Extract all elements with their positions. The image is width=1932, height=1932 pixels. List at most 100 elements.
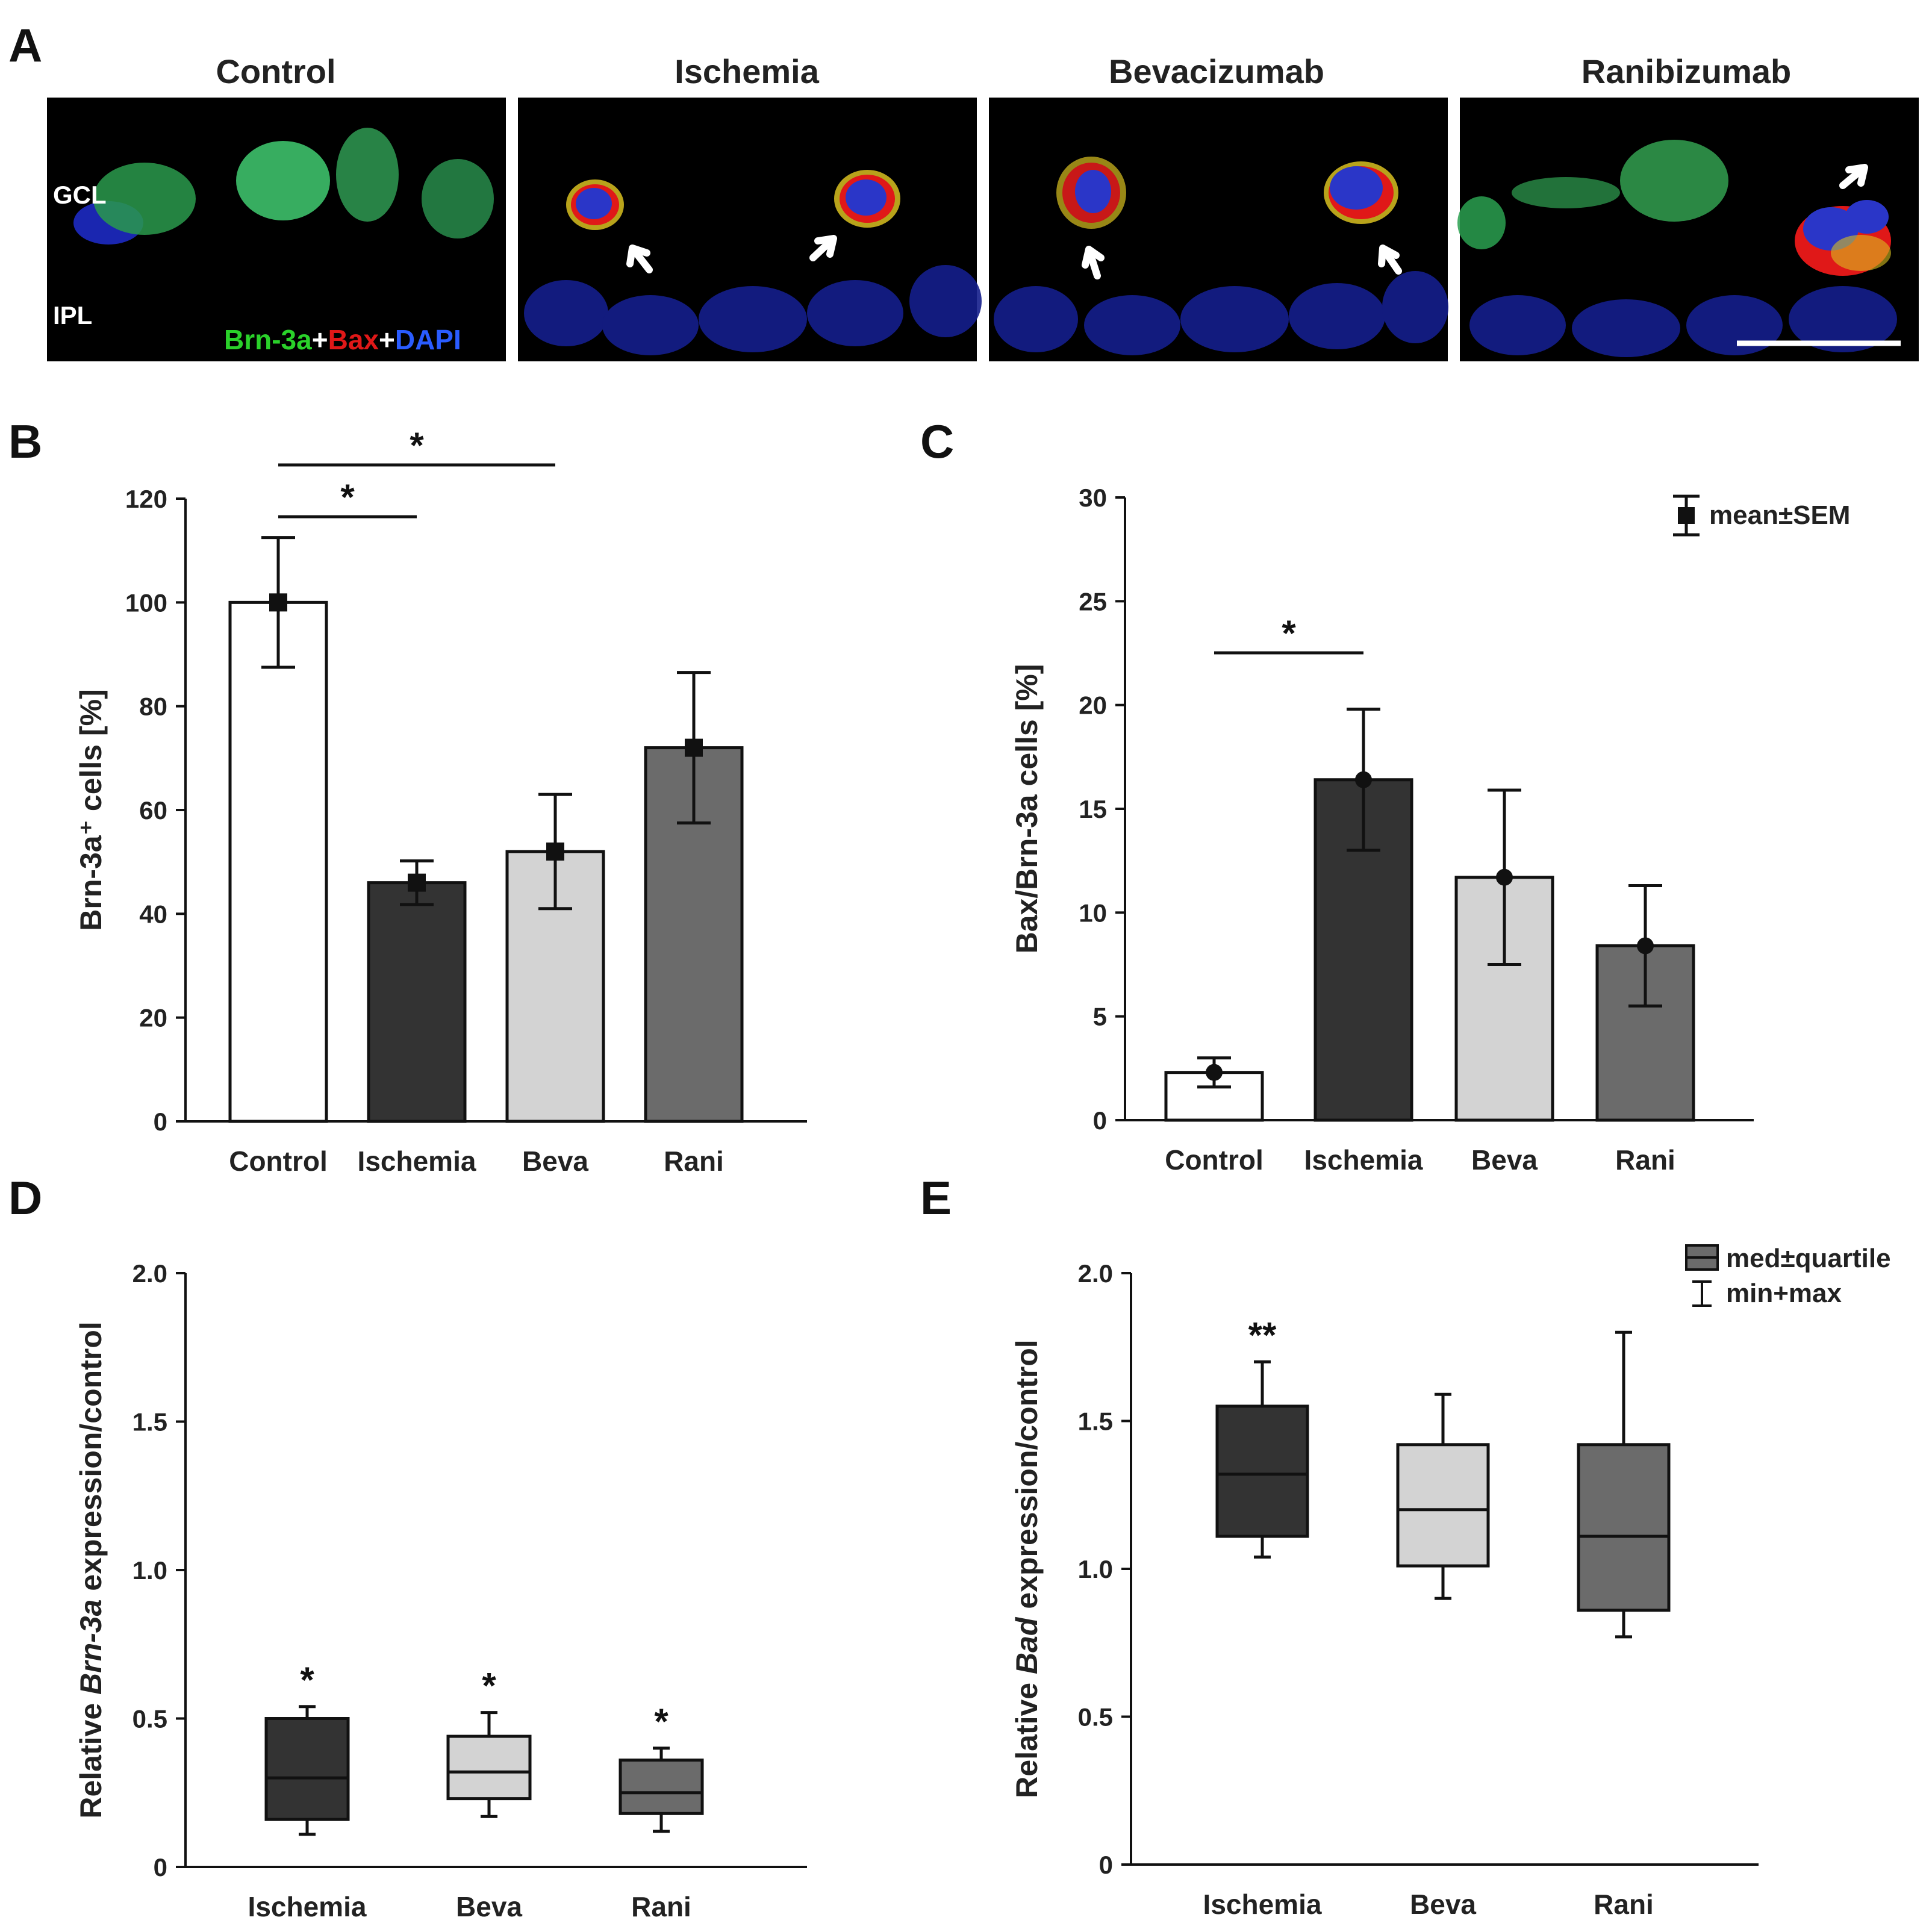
y-tick-label-d: 0	[154, 1853, 167, 1881]
y-tick-label-c: 5	[1093, 1003, 1107, 1031]
mean-marker-c-control	[1206, 1064, 1223, 1081]
y-tick-label-b: 80	[139, 693, 167, 721]
legend-median-quartile-label: med±quartile	[1726, 1244, 1891, 1273]
y-tick-label-e: 0	[1099, 1851, 1113, 1879]
y-tick-label-e: 2.0	[1078, 1259, 1113, 1288]
micro-title-bevacizumab: Bevacizumab	[1109, 52, 1324, 90]
box-d-beva	[446, 1734, 532, 1801]
x-tick-label-c-ischemia: Ischemia	[1304, 1144, 1423, 1176]
y-axis-label-part-d: Brn-3a	[74, 1600, 108, 1695]
layer-label-ipl: IPL	[53, 301, 92, 329]
box-e-rani	[1577, 1443, 1671, 1612]
mean-marker-b-beva	[546, 842, 564, 861]
stain-plus-2: +	[379, 324, 395, 355]
micrograph-ranibizumab	[1457, 98, 1919, 361]
chart-e: 0 0.5 1.0 1.5 2.0 Relative Bad expression/con…	[1010, 1259, 1759, 1920]
y-tick-label-c: 0	[1093, 1106, 1107, 1135]
box-e-ischemia	[1215, 1404, 1309, 1538]
chart-d: 0 0.5 1.0 1.5 2.0 Relative Brn-3a expression/…	[74, 1259, 807, 1922]
y-axis-label-part-d: Relative	[74, 1695, 108, 1819]
y-tick-label-b: 60	[139, 796, 167, 824]
legend-boxplot: med±quartile min+max	[1685, 1244, 1891, 1308]
x-tick-label-b-control: Control	[229, 1145, 328, 1177]
y-axis-label-b: Brn-3a⁺ cells [%]	[74, 689, 108, 931]
legend-min-max-label: min+max	[1726, 1279, 1842, 1308]
bar-b-control	[228, 600, 328, 1123]
panel-a-group-titles: Control Ischemia Bevacizumab Ranibizumab	[216, 52, 1791, 90]
significance-mark-d-rani: *	[654, 1701, 668, 1742]
mean-marker-b-control	[269, 593, 287, 612]
panel-label-a: A	[8, 19, 42, 72]
x-tick-label-d-ischemia: Ischemia	[248, 1891, 367, 1922]
mean-marker-b-rani	[685, 738, 703, 757]
panel-label-c: C	[920, 415, 954, 468]
y-axis-label-e: Relative Bad expression/control	[1010, 1339, 1044, 1798]
significance-mark-d-beva: *	[482, 1666, 496, 1706]
y-tick-label-c: 10	[1079, 899, 1107, 927]
chart-c: 0 5 10 15 20 25 30 Bax/Brn-3a cells [%] Control I…	[1010, 484, 1754, 1176]
x-tick-label-c-rani: Rani	[1615, 1144, 1675, 1176]
significance-mark-b: *	[410, 425, 424, 466]
y-axis-label-part-e: Bad	[1010, 1616, 1044, 1674]
y-axis-label-d: Relative Brn-3a expression/control	[74, 1321, 108, 1818]
x-tick-label-e-beva: Beva	[1410, 1889, 1476, 1920]
y-tick-label-e: 1.5	[1078, 1407, 1113, 1436]
x-tick-label-c-beva: Beva	[1471, 1144, 1538, 1176]
box-d-ischemia	[264, 1717, 350, 1821]
y-tick-label-d: 0.5	[132, 1705, 167, 1733]
box-e-beva	[1396, 1443, 1490, 1568]
significance-mark-b: *	[340, 477, 355, 517]
y-tick-label-c: 25	[1079, 587, 1107, 615]
y-tick-label-b: 120	[125, 485, 167, 513]
micrograph-ischemia	[518, 98, 982, 361]
y-axis-label-part-d: expression/control	[74, 1321, 108, 1599]
y-tick-label-b: 20	[139, 1004, 167, 1032]
mean-marker-b-ischemia	[408, 873, 426, 892]
y-tick-label-d: 1.0	[132, 1556, 167, 1585]
y-tick-label-c: 15	[1079, 795, 1107, 823]
y-tick-label-c: 30	[1079, 484, 1107, 512]
y-tick-label-c: 20	[1079, 691, 1107, 720]
legend-mean-sem-label: mean±SEM	[1709, 500, 1850, 530]
layer-label-gcl: GCL	[53, 181, 107, 209]
y-tick-label-d: 1.5	[132, 1408, 167, 1436]
mean-marker-c-ischemia	[1355, 771, 1372, 788]
mean-marker-c-rani	[1637, 937, 1654, 955]
stain-plus-1: +	[312, 324, 328, 355]
stain-brn3a: Brn-3a	[224, 324, 312, 355]
micrograph-control: GCL IPL Brn-3a+Bax+DAPI	[47, 98, 506, 361]
y-axis-label-part-e: Relative	[1010, 1674, 1044, 1798]
micro-title-ischemia: Ischemia	[675, 52, 820, 90]
x-tick-label-d-beva: Beva	[456, 1891, 522, 1922]
x-tick-label-e-rani: Rani	[1594, 1889, 1654, 1920]
y-tick-label-d: 2.0	[132, 1259, 167, 1288]
panel-label-b: B	[8, 415, 42, 468]
mean-marker-c-beva	[1496, 868, 1513, 886]
x-tick-label-b-rani: Rani	[664, 1145, 724, 1177]
x-tick-label-b-ischemia: Ischemia	[358, 1145, 476, 1177]
panel-label-d: D	[8, 1171, 42, 1224]
x-tick-label-e-ischemia: Ischemia	[1203, 1889, 1322, 1920]
y-tick-label-e: 0.5	[1078, 1703, 1113, 1731]
micro-title-ranibizumab: Ranibizumab	[1581, 52, 1791, 90]
x-tick-label-c-control: Control	[1165, 1144, 1264, 1176]
x-tick-label-b-beva: Beva	[522, 1145, 588, 1177]
y-axis-label-c: Bax/Brn-3a cells [%]	[1010, 664, 1044, 954]
stain-dapi: DAPI	[395, 324, 461, 355]
legend-mean-sem: mean±SEM	[1673, 494, 1850, 537]
micrograph-bevacizumab	[989, 98, 1448, 361]
y-tick-label-b: 40	[139, 900, 167, 928]
significance-mark-e-ischemia: **	[1248, 1315, 1277, 1355]
y-tick-label-e: 1.0	[1078, 1555, 1113, 1583]
y-axis-label-part-e: expression/control	[1010, 1339, 1044, 1617]
significance-mark-c: *	[1282, 613, 1296, 653]
panel-label-e: E	[920, 1171, 952, 1224]
y-tick-label-b: 0	[154, 1108, 167, 1136]
micro-title-control: Control	[216, 52, 335, 90]
stain-legend: Brn-3a+Bax+DAPI	[224, 324, 461, 355]
y-tick-label-b: 100	[125, 588, 167, 617]
significance-mark-d-ischemia: *	[300, 1660, 314, 1700]
stain-bax: Bax	[328, 324, 379, 355]
